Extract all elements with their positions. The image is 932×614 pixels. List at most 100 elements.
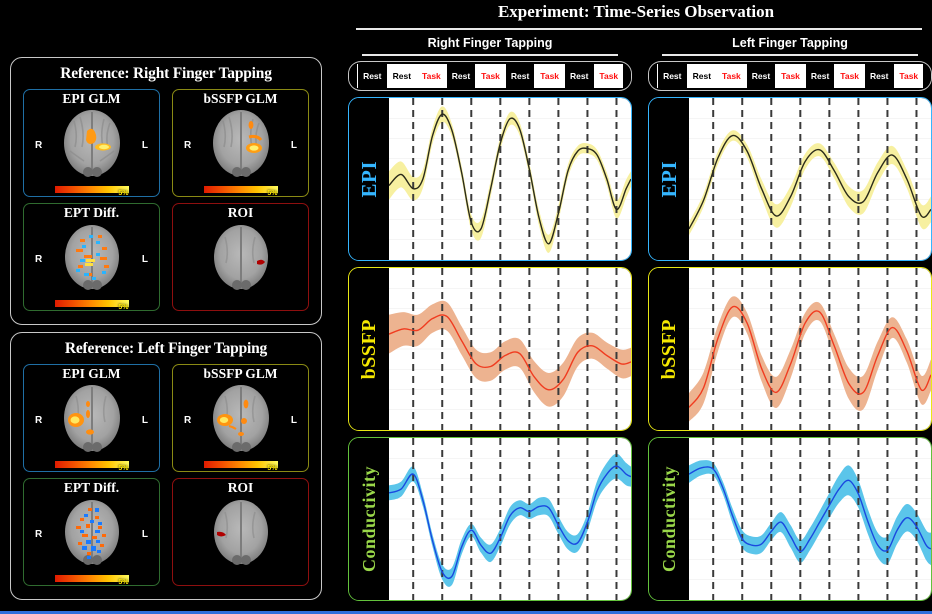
- brain-panel-epi-glm[interactable]: EPI GLM: [23, 89, 160, 197]
- paradigm-cap-right: [923, 64, 931, 88]
- plot-conductivity-left: [689, 438, 931, 600]
- paradigm-block: Rest: [386, 64, 417, 88]
- paradigm-block: Rest: [686, 64, 717, 88]
- confidence-band: [389, 453, 631, 587]
- paradigm-bar: Rest Rest Task Rest Task Rest Task Rest …: [648, 61, 932, 91]
- signal-label-epi: EPI: [349, 98, 389, 260]
- brain-image-wrap: R L: [24, 107, 159, 179]
- signal-panel-bssfp: bSSFP: [648, 267, 932, 431]
- roi-marker: [216, 531, 226, 537]
- brain-image-wrap: R L: [173, 107, 308, 179]
- paradigm-block: Rest: [357, 64, 387, 88]
- mean-line: [389, 315, 631, 390]
- colorbar-gradient: [54, 300, 129, 307]
- confidence-band: [389, 106, 631, 253]
- hemisphere-label-right: R: [35, 254, 43, 266]
- brain-panel-title: bSSFP GLM: [203, 91, 278, 106]
- brain-panel-roi[interactable]: ROI: [172, 203, 309, 311]
- colorbar-gradient: [54, 575, 129, 582]
- paradigm-block: Rest: [745, 64, 776, 88]
- colorbar-gradient: [54, 186, 129, 193]
- hemisphere-label-right: R: [184, 415, 192, 427]
- reference-box-left-finger-tapping: Reference: Left Finger Tapping EPI GLM: [10, 332, 322, 600]
- brain-panel-title: EPT Diff.: [63, 480, 120, 495]
- signal-label-text: EPI: [656, 160, 681, 198]
- colorbar-max-label: 5%: [118, 579, 129, 586]
- colorbar-max-label: 5%: [118, 465, 129, 472]
- roi-marker: [256, 259, 265, 265]
- brain-image-wrap: R L: [24, 382, 159, 454]
- hemisphere-label-left: L: [141, 529, 148, 541]
- brain-panel-bssfp-glm[interactable]: bSSFP GLM R L: [172, 89, 309, 197]
- condition-divider: [662, 54, 918, 56]
- signal-label-epi: EPI: [649, 98, 689, 260]
- timeseries-plot: [389, 268, 631, 430]
- signal-label-conductivity: Conductivity: [349, 438, 389, 600]
- plot-bssfp-left: [689, 268, 931, 430]
- mean-line: [389, 114, 631, 244]
- mean-line: [689, 306, 931, 407]
- signal-panel-epi: EPI: [348, 97, 632, 261]
- paradigm-cap-right: [623, 64, 631, 88]
- paradigm-block: Rest: [863, 64, 894, 88]
- colorbar: 5%: [54, 575, 129, 585]
- signal-label-text: bSSFP: [357, 318, 380, 380]
- mean-line: [389, 466, 631, 578]
- timeseries-plot: [689, 438, 931, 600]
- brain-panel-ept-diff[interactable]: EPT Diff.: [23, 478, 160, 586]
- hemisphere-label-right: R: [35, 140, 43, 152]
- hemisphere-label-left: L: [141, 140, 148, 152]
- brain-slice-image: [213, 500, 268, 566]
- colorbar-gradient: [203, 186, 278, 193]
- brain-panel-roi[interactable]: ROI: [172, 478, 309, 586]
- brain-image-wrap: R L: [24, 496, 159, 568]
- signal-panel-conductivity: Conductivity: [648, 437, 932, 601]
- condition-title: Right Finger Tapping: [427, 36, 553, 50]
- condition-divider: [362, 54, 618, 56]
- signal-label-text: Conductivity: [658, 465, 679, 572]
- brain-panel-ept-diff[interactable]: EPT Diff.: [23, 203, 160, 311]
- hemisphere-label-right: R: [35, 415, 43, 427]
- paradigm-block: Task: [416, 64, 446, 88]
- mean-line: [689, 467, 931, 551]
- signal-label-text: bSSFP: [657, 318, 680, 380]
- colorbar: 5%: [54, 461, 129, 471]
- hemisphere-label-left: L: [141, 254, 148, 266]
- signal-label-text: Conductivity: [358, 465, 379, 572]
- reference-box-right-finger-tapping: Reference: Right Finger Tapping EPI GLM: [10, 57, 322, 325]
- colorbar-gradient: [203, 461, 278, 468]
- paradigm-bar: Rest Rest Task Rest Task Rest Task Rest …: [348, 61, 632, 91]
- colorbar-gradient: [54, 461, 129, 468]
- brain-panel-epi-glm[interactable]: EPI GLM R L: [23, 364, 160, 472]
- brain-slice-image: [63, 110, 120, 178]
- signal-label-bssfp: bSSFP: [649, 268, 689, 430]
- reference-panel-grid: EPI GLM: [11, 83, 321, 321]
- timeseries-plot: [689, 268, 931, 430]
- hemisphere-label-left: L: [290, 140, 297, 152]
- colorbar: 5%: [54, 186, 129, 196]
- brain-panel-bssfp-glm[interactable]: bSSFP GLM R L: [172, 364, 309, 472]
- condition-title: Left Finger Tapping: [732, 36, 848, 50]
- reference-title: Reference: Right Finger Tapping: [60, 65, 272, 82]
- paradigm-block: Task: [534, 64, 564, 88]
- brain-panel-title: ROI: [227, 205, 254, 220]
- brain-image-wrap: [173, 496, 308, 568]
- paradigm-cap-left: [349, 64, 357, 88]
- signal-label-text: EPI: [356, 160, 381, 198]
- brain-slice-image: [63, 385, 120, 453]
- hemisphere-label-left: L: [141, 415, 148, 427]
- brain-image-wrap: R L: [24, 221, 159, 293]
- paradigm-block: Rest: [445, 64, 476, 88]
- brain-panel-title: bSSFP GLM: [203, 366, 278, 381]
- signal-panel-conductivity: Conductivity: [348, 437, 632, 601]
- paradigm-block: Task: [716, 64, 746, 88]
- brain-panel-title: EPI GLM: [62, 366, 121, 381]
- brain-image-wrap: [173, 221, 308, 293]
- brain-slice-image: [212, 385, 269, 453]
- paradigm-block: Task: [775, 64, 805, 88]
- hemisphere-label-right: R: [35, 529, 43, 541]
- brain-slice-image: [64, 500, 119, 566]
- colorbar: 5%: [203, 186, 278, 196]
- timeseries-plot: [689, 98, 931, 260]
